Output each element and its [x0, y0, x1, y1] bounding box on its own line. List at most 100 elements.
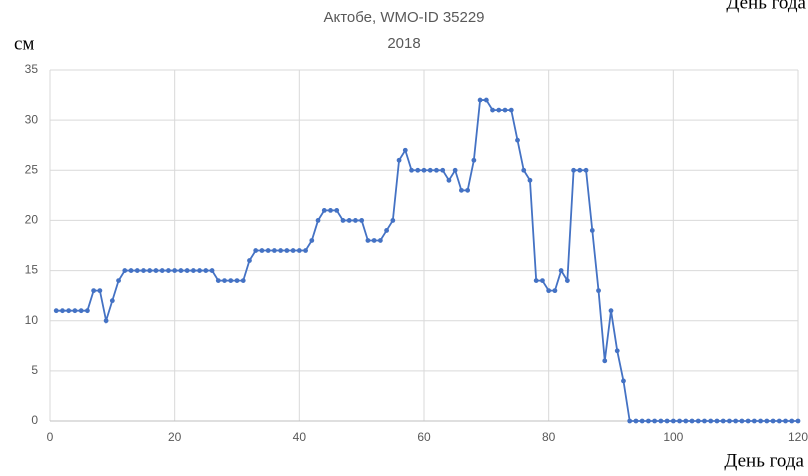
marker	[496, 107, 502, 113]
marker	[446, 177, 452, 183]
marker	[259, 248, 265, 253]
marker	[265, 248, 271, 253]
marker	[558, 268, 564, 273]
marker	[745, 418, 751, 424]
marker	[508, 107, 514, 113]
marker	[546, 288, 552, 294]
marker	[128, 268, 134, 273]
marker	[247, 258, 252, 263]
y-tick-label: 5	[31, 363, 38, 377]
marker	[172, 268, 178, 273]
marker	[702, 418, 707, 424]
marker	[770, 418, 776, 424]
marker	[639, 418, 645, 424]
marker	[633, 418, 639, 424]
x-tick-label: 120	[788, 430, 808, 444]
marker	[91, 288, 97, 294]
y-tick-label: 35	[25, 62, 39, 76]
marker	[683, 418, 689, 424]
marker	[178, 268, 184, 273]
marker	[664, 418, 670, 424]
marker	[608, 308, 614, 314]
marker	[122, 268, 128, 273]
marker	[720, 418, 726, 424]
y-tick-label: 25	[25, 162, 39, 176]
marker	[727, 418, 732, 424]
marker	[783, 418, 788, 424]
marker	[159, 268, 165, 273]
marker	[434, 167, 439, 173]
marker	[540, 278, 545, 283]
marker	[621, 378, 626, 384]
marker	[552, 288, 558, 294]
marker	[103, 318, 109, 324]
x-tick-label: 0	[47, 430, 54, 444]
y-tick-label: 30	[25, 112, 39, 126]
x-tick-label: 20	[168, 430, 182, 444]
marker	[166, 268, 171, 273]
marker	[670, 418, 676, 424]
marker	[153, 268, 159, 273]
marker	[203, 268, 209, 273]
marker	[390, 218, 396, 223]
marker	[402, 147, 408, 153]
marker	[116, 278, 121, 283]
x-tick-label: 60	[417, 430, 431, 444]
marker	[733, 418, 739, 424]
x-axis-label: День года	[724, 450, 804, 471]
marker	[209, 268, 215, 273]
y-tick-label: 15	[25, 263, 39, 277]
marker	[371, 238, 377, 243]
marker	[677, 418, 682, 424]
marker	[315, 218, 321, 223]
marker	[134, 268, 140, 273]
marker	[340, 218, 346, 223]
marker	[359, 218, 365, 223]
y-tick-label: 20	[25, 213, 39, 227]
marker	[714, 418, 720, 424]
marker	[97, 288, 103, 294]
marker	[409, 167, 414, 173]
marker	[303, 248, 308, 253]
marker	[490, 107, 495, 113]
marker	[652, 418, 658, 424]
marker	[346, 218, 352, 223]
line	[56, 99, 798, 422]
chart-subtitle: 2018	[387, 35, 420, 52]
x-axis-label-top: День года	[726, 0, 806, 13]
marker	[751, 418, 757, 424]
y-axis-label: см	[14, 33, 34, 54]
marker	[739, 418, 745, 424]
marker	[272, 248, 277, 253]
marker	[452, 167, 458, 173]
marker	[78, 308, 84, 314]
marker	[564, 278, 570, 283]
marker	[614, 348, 620, 354]
marker	[222, 278, 227, 283]
marker	[296, 248, 302, 253]
marker	[689, 418, 695, 424]
marker	[776, 418, 782, 424]
marker	[521, 167, 527, 173]
marker	[66, 308, 72, 314]
marker	[708, 418, 714, 424]
marker	[365, 238, 371, 243]
marker	[577, 167, 583, 173]
marker	[215, 278, 221, 283]
marker	[197, 268, 203, 273]
marker	[483, 97, 489, 103]
marker	[396, 157, 402, 163]
marker	[527, 177, 533, 183]
x-tick-label: 80	[542, 430, 556, 444]
marker	[60, 308, 65, 314]
marker	[109, 298, 115, 304]
marker	[459, 187, 464, 193]
marker	[533, 278, 539, 283]
marker	[764, 418, 770, 424]
marker	[72, 308, 78, 314]
marker	[334, 208, 340, 213]
marker	[596, 288, 601, 294]
marker	[377, 238, 383, 243]
marker	[85, 308, 90, 314]
marker	[602, 358, 608, 364]
